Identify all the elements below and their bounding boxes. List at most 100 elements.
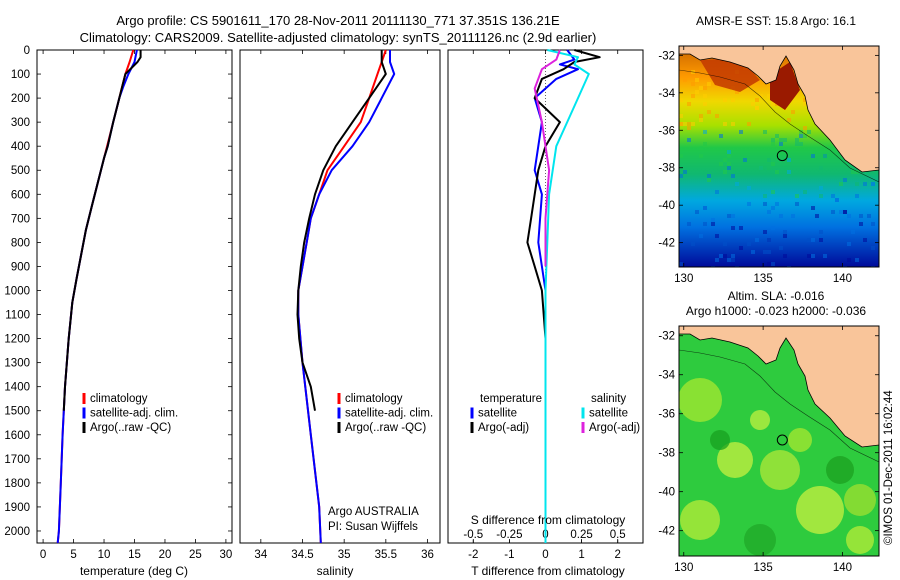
temperature-axes-frame: [36, 49, 233, 544]
sst-pixel: [767, 94, 771, 98]
lat-tick-label: -32: [658, 331, 675, 343]
sst-pixel: [731, 226, 735, 230]
s-diff-tick-label: -0.25: [496, 529, 522, 541]
legend-heading: salinity: [591, 393, 626, 405]
sst-pixel: [855, 258, 859, 262]
sst-pixel: [851, 230, 855, 234]
sst-pixel: [819, 238, 823, 242]
sst-pixel: [747, 202, 751, 206]
sst-pixel: [755, 238, 759, 242]
sst-pixel: [803, 126, 807, 130]
sst-pixel: [787, 118, 791, 122]
sst-pixel: [863, 238, 867, 242]
sst-pixel: [867, 214, 871, 218]
temperature-axis-label: temperature (deg C): [80, 564, 188, 578]
sst-pixel: [691, 242, 695, 246]
x-tick-label: 0: [40, 549, 46, 561]
depth-tick-label: 1100: [5, 310, 30, 322]
header-title: Argo profile: CS 5901611_170 28-Nov-2011…: [116, 13, 560, 28]
sla-coastline: [679, 333, 879, 448]
x-tick-label: 30: [220, 549, 233, 561]
x-tick-label: 34.5: [291, 549, 313, 561]
depth-tick-label: 0: [24, 45, 30, 57]
sst-pixel: [731, 174, 735, 178]
sst-pixel: [807, 130, 811, 134]
depth-tick-label: 1800: [4, 478, 30, 490]
sst-map-panel: AMSR-E SST: 15.8 Argo: 16.1 -32 -34 -36 -38…: [658, 14, 880, 285]
series-line: [526, 49, 601, 483]
lon-tick-label: 135: [754, 273, 773, 285]
s-diff-tick-label: 0.25: [570, 529, 592, 541]
sst-pixel: [755, 106, 759, 110]
series-line: [533, 49, 579, 387]
argo-location-marker: [776, 150, 788, 162]
sst-pixel: [687, 222, 691, 226]
sst-pixel: [779, 214, 783, 218]
sst-pixel: [859, 222, 863, 226]
sst-pixel: [731, 254, 735, 258]
sst-pixel: [707, 82, 711, 86]
salinity-series: [296, 49, 396, 544]
sst-pixel: [795, 142, 799, 146]
sst-pixel: [739, 130, 743, 134]
sst-pixel: [771, 142, 775, 146]
sst-pixel: [723, 254, 727, 258]
sla-anomaly-blob: [750, 410, 770, 430]
series-line: [533, 49, 561, 267]
depth-tick-label: 400: [11, 141, 30, 153]
sst-pixel: [727, 214, 731, 218]
sst-pixel: [695, 78, 699, 82]
depth-tick-label: 1200: [4, 334, 30, 346]
lon-tick-label: 135: [754, 562, 773, 574]
sla-anomaly-blob: [710, 430, 730, 450]
pi-label: PI: Susan Wijffels: [328, 521, 418, 533]
depth-tick-label: 1700: [4, 454, 30, 466]
sst-pixel: [703, 86, 707, 90]
sst-pixel: [703, 94, 707, 98]
sst-pixel: [763, 230, 767, 234]
sst-pixel: [795, 194, 799, 198]
sst-pixel: [851, 170, 855, 174]
sst-pixel: [703, 102, 707, 106]
lon-tick-label: 140: [833, 562, 852, 574]
sst-pixel: [783, 234, 787, 238]
sst-pixel: [807, 254, 811, 258]
sst-pixel: [679, 262, 683, 266]
sst-pixel: [731, 98, 735, 102]
s-diff-tick-label: 0.5: [610, 529, 626, 541]
temperature-legend: climatology satellite-adj. clim. Argo(..ra…: [82, 393, 178, 434]
lat-tick-label: -38: [658, 448, 675, 460]
sst-pixel: [771, 102, 775, 106]
temperature-ticks: 0 5 10 15 20 25 30: [40, 50, 232, 561]
sst-map-ticks: -32 -34 -36 -38 -40 -42 130 135 140: [658, 46, 879, 285]
header-subtitle: Climatology: CARS2009. Satellite-adjuste…: [80, 30, 597, 45]
sst-pixel: [723, 158, 727, 162]
legend-heading: temperature: [480, 393, 542, 405]
depth-tick-label: 300: [11, 117, 30, 129]
lat-tick-label: -36: [658, 125, 675, 137]
sst-pixel: [695, 90, 699, 94]
sst-pixel: [783, 138, 787, 142]
sst-pixel: [683, 122, 687, 126]
t-diff-tick-label: -1: [504, 549, 514, 561]
sst-pixel: [807, 238, 811, 242]
sst-pixel: [703, 142, 707, 146]
sst-pixel: [847, 258, 851, 262]
sst-pixel: [767, 250, 771, 254]
sst-pixel: [699, 114, 703, 118]
x-tick-label: 10: [98, 549, 111, 561]
sst-pixel: [847, 242, 851, 246]
sst-pixel: [811, 238, 815, 242]
t-diff-tick-label: -2: [468, 549, 478, 561]
sst-pixel: [771, 190, 775, 194]
sst-pixel: [731, 214, 735, 218]
sst-pixel: [679, 114, 683, 118]
sst-pixel: [843, 210, 847, 214]
sst-pixel: [699, 146, 703, 150]
sst-pixel: [767, 262, 771, 266]
sst-pixel: [699, 86, 703, 90]
difference-panel: -2 -1 0 1 2-0.5 -0.25 0 0.25 0.5 S difference fr…: [447, 49, 644, 578]
legend-label: satellite-adj. clim.: [345, 408, 433, 420]
sst-pixel: [707, 174, 711, 178]
sla-map-subtitle: Argo h1000: -0.023 h2000: -0.036: [686, 304, 866, 318]
